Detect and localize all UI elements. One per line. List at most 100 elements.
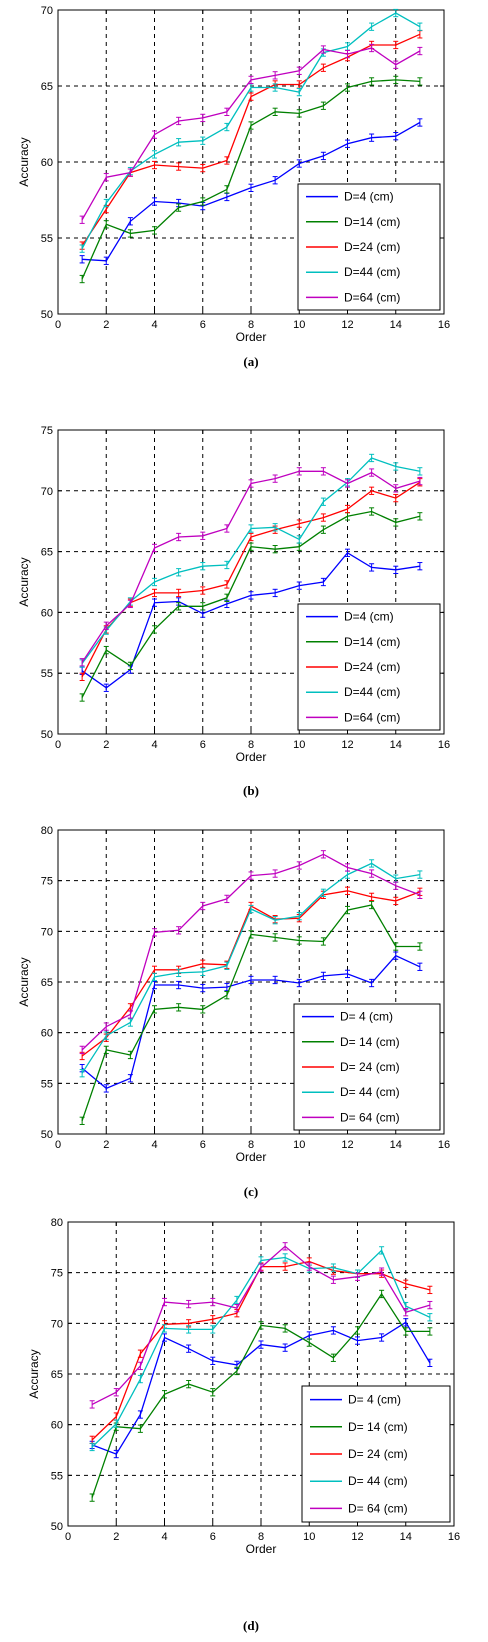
data-point xyxy=(127,661,133,671)
data-point xyxy=(282,1343,288,1352)
panel-caption: (d) xyxy=(243,1618,259,1633)
data-point xyxy=(320,577,326,587)
series-4 xyxy=(89,1242,433,1409)
y-tick-label: 55 xyxy=(41,1078,53,1090)
data-point xyxy=(248,871,254,880)
x-tick-label: 4 xyxy=(151,319,157,331)
data-point xyxy=(272,975,278,985)
data-point xyxy=(176,968,182,978)
data-point xyxy=(369,43,375,53)
data-point xyxy=(345,905,350,915)
legend-label: D= 44 (cm) xyxy=(340,1085,400,1099)
data-point xyxy=(369,892,375,902)
data-point xyxy=(127,1010,133,1019)
data-point xyxy=(176,138,182,147)
chart-panel-0: 0 2 4 6 8 10 12 14 16 50 55 60 65 70 Order Accuracy D=4 … xyxy=(17,5,450,369)
data-point xyxy=(393,484,399,493)
x-tick-label: 10 xyxy=(303,1531,315,1543)
data-point xyxy=(200,163,206,173)
data-point xyxy=(355,1272,360,1281)
series-1 xyxy=(89,1289,433,1502)
data-point xyxy=(427,1285,433,1295)
x-tick-label: 4 xyxy=(161,1531,167,1543)
x-tick-label: 8 xyxy=(248,1139,254,1151)
data-point xyxy=(320,151,326,161)
data-point xyxy=(417,46,423,56)
data-point xyxy=(127,1050,133,1060)
data-point xyxy=(200,113,206,123)
legend-label: D=4 (cm) xyxy=(344,610,394,624)
data-point xyxy=(152,577,157,587)
data-point xyxy=(200,586,206,595)
data-point xyxy=(393,75,399,85)
legend-label: D= 64 (cm) xyxy=(340,1110,400,1124)
x-tick-label: 14 xyxy=(400,1531,412,1543)
data-point xyxy=(89,1493,95,1502)
legend-label: D=24 (cm) xyxy=(344,240,400,254)
y-axis-label: Accuracy xyxy=(17,137,31,186)
data-point xyxy=(79,1045,85,1055)
data-point xyxy=(137,1410,143,1419)
x-tick-label: 12 xyxy=(341,739,353,751)
data-point xyxy=(137,1374,143,1384)
x-tick-label: 16 xyxy=(438,319,450,331)
legend-label: D=4 (cm) xyxy=(344,190,394,204)
data-point xyxy=(355,1326,360,1335)
x-tick-label: 2 xyxy=(103,319,109,331)
data-point xyxy=(393,40,399,50)
data-point xyxy=(79,658,85,667)
data-point xyxy=(272,523,278,532)
data-point xyxy=(234,1366,240,1376)
legend-label: D= 14 (cm) xyxy=(340,1035,400,1049)
data-point xyxy=(152,625,157,634)
data-point xyxy=(162,1324,167,1333)
legend: D=4 (cm) D=14 (cm) D=24 (cm) D=44 (cm) D=64 … xyxy=(297,603,441,731)
data-point xyxy=(403,1318,409,1327)
data-point xyxy=(355,1336,360,1345)
data-point xyxy=(379,1267,385,1276)
data-point xyxy=(258,1340,264,1349)
data-point xyxy=(152,972,157,982)
data-point xyxy=(186,1344,192,1353)
x-tick-label: 14 xyxy=(390,739,402,751)
data-point xyxy=(224,961,230,970)
data-point xyxy=(200,959,206,968)
data-point xyxy=(248,975,254,985)
data-point xyxy=(379,1289,385,1299)
data-point xyxy=(234,1303,240,1313)
legend-label: D=64 (cm) xyxy=(344,710,400,724)
data-point xyxy=(103,173,109,182)
data-point xyxy=(200,983,206,993)
data-point xyxy=(272,916,278,925)
data-point xyxy=(296,581,302,590)
data-point xyxy=(152,160,157,170)
data-point xyxy=(417,870,423,879)
x-tick-label: 8 xyxy=(248,319,254,331)
y-tick-label: 80 xyxy=(41,825,53,837)
legend-label: D= 24 (cm) xyxy=(348,1447,408,1461)
series-4 xyxy=(79,43,423,224)
data-point xyxy=(103,645,109,655)
x-tick-label: 14 xyxy=(390,1139,402,1151)
data-point xyxy=(296,861,302,870)
x-tick-label: 14 xyxy=(390,319,402,331)
data-point xyxy=(103,1045,109,1055)
data-point xyxy=(296,87,302,97)
data-point xyxy=(393,518,399,527)
data-point xyxy=(369,507,375,516)
data-point xyxy=(417,890,423,900)
series-0 xyxy=(89,1318,433,1459)
data-point xyxy=(369,859,375,868)
data-point xyxy=(200,602,206,611)
x-tick-label: 4 xyxy=(151,1139,157,1151)
legend-label: D= 64 (cm) xyxy=(348,1501,408,1515)
data-point xyxy=(417,962,423,971)
x-tick-label: 0 xyxy=(65,1531,71,1543)
x-tick-label: 12 xyxy=(351,1531,363,1543)
data-point xyxy=(417,562,423,571)
data-point xyxy=(369,563,375,572)
data-point xyxy=(417,467,423,476)
data-point xyxy=(127,229,133,238)
chart-panel-1: 0 2 4 6 8 10 12 14 16 50 55 60 65 70 75 Order Accuracy D=… xyxy=(17,425,450,798)
x-tick-label: 16 xyxy=(448,1531,460,1543)
